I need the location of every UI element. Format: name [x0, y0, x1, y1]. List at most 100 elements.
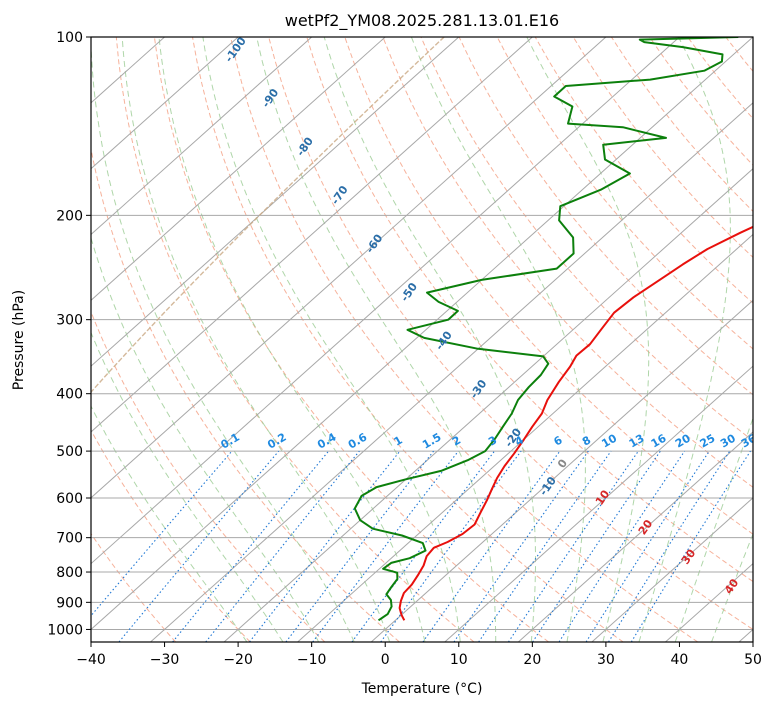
- x-tick-label: −10: [297, 652, 327, 668]
- mixing-ratio-line: [91, 450, 233, 617]
- dry-adiabat: [534, 37, 753, 304]
- mixing-ratio-line: [422, 450, 561, 642]
- mixing-ratio-line: [312, 450, 459, 642]
- mixing-ratio-line: [172, 450, 330, 642]
- y-axis-label: Pressure (hPa): [11, 290, 27, 390]
- dry-adiabat: [572, 37, 753, 259]
- dry-adiabat: [115, 37, 475, 642]
- isotherm: [91, 37, 239, 170]
- dry-adiabat: [687, 37, 753, 120]
- dry-adiabat-label: -80: [294, 135, 316, 159]
- dry-adiabat: [420, 37, 753, 442]
- isotherm: [738, 628, 753, 642]
- mixing-ratio-line: [351, 450, 495, 642]
- mixing-ratio-line: [507, 450, 639, 642]
- background-lines: [91, 37, 753, 642]
- moist-adiabat: [526, 37, 650, 642]
- mixing-ratio-line: [608, 450, 731, 642]
- mixing-ratio-line: [585, 450, 710, 642]
- mixing-ratio-line: [453, 450, 589, 642]
- dry-adiabat-label: -10: [537, 474, 559, 498]
- y-tick-label: 700: [56, 531, 83, 547]
- moist-adiabat: [91, 37, 355, 642]
- y-tick-label: 800: [56, 565, 83, 581]
- isotherm: [91, 37, 680, 565]
- dry-adiabat: [496, 37, 753, 350]
- y-tick-label: 100: [56, 30, 83, 46]
- y-tick-label: 600: [56, 491, 83, 507]
- isotherm: [297, 233, 753, 642]
- y-axis: 100 200 300 400 500 600 700 800 900 1000: [47, 30, 91, 638]
- x-tick-label: −30: [150, 652, 180, 668]
- mixing-ratio-label: 20: [673, 431, 693, 450]
- isotherm: [444, 365, 753, 642]
- plot-frame: [90, 36, 754, 643]
- moist-adiabat: [202, 37, 461, 642]
- mixing-ratio-label: 8: [580, 434, 593, 449]
- moist-adiabat: [711, 532, 753, 642]
- dry-adiabat: [268, 37, 753, 631]
- moist-adiabat: [638, 37, 731, 642]
- x-tick-label: 50: [744, 652, 762, 668]
- x-tick-label: 0: [381, 652, 390, 668]
- dry-adiabat: [458, 37, 753, 396]
- mixing-ratio-line: [249, 450, 401, 642]
- dry-adiabat-label: 0: [555, 457, 570, 471]
- x-tick-label: 10: [450, 652, 468, 668]
- dry-adiabat: [306, 37, 753, 583]
- isotherm: [91, 37, 607, 499]
- dry-adiabat: [725, 37, 753, 73]
- isotherm: [91, 37, 533, 433]
- dry-adiabat-label: -50: [398, 280, 420, 304]
- isotherm: [370, 299, 753, 642]
- moist-adiabat: [91, 405, 248, 642]
- dry-adiabat: [91, 146, 400, 642]
- mixing-ratio-label: 0.1: [218, 431, 241, 452]
- mixing-ratio-label: 0.4: [315, 430, 339, 451]
- mixing-ratio-line: [380, 450, 522, 642]
- y-tick-label: 1000: [47, 622, 83, 638]
- x-axis-label: Temperature (°C): [361, 681, 483, 697]
- x-tick-label: −20: [223, 652, 253, 668]
- moist-adiabat: [256, 37, 497, 642]
- mixing-ratio-line: [478, 450, 612, 642]
- moist-adiabat: [323, 37, 536, 642]
- dry-adiabat-label: -70: [329, 183, 351, 207]
- y-tick-label: 900: [56, 595, 83, 611]
- mixing-ratio-label: 10: [599, 431, 619, 450]
- x-tick-label: −40: [76, 652, 106, 668]
- isotherm: [517, 431, 753, 642]
- y-tick-label: 300: [56, 313, 83, 329]
- dry-adiabat-label: -60: [363, 232, 385, 256]
- dry-adiabat-label: -90: [259, 86, 281, 110]
- mixing-ratio-line: [118, 450, 280, 642]
- mixing-ratio-label: 0.2: [265, 431, 288, 452]
- mixing-ratio-line: [558, 450, 686, 642]
- mixing-ratio-label: 16: [649, 431, 669, 450]
- isotherm: [91, 37, 460, 367]
- isotherm: [91, 37, 386, 301]
- data-series: [353, 37, 753, 622]
- moist-adiabat: [674, 416, 753, 642]
- isotherm: [91, 37, 753, 631]
- mixing-ratio-label: 0.6: [346, 430, 370, 451]
- isotherm: [591, 497, 753, 642]
- mixing-ratio-label: 2: [450, 434, 463, 449]
- isotherm: [91, 37, 313, 236]
- mixing-ratio-label: 6: [552, 433, 565, 448]
- line-labels: 0.1 0.2 0.4 0.6 1 1.5 2 3 4 6 8 10 13 16 20 25 30 36-100-…: [218, 37, 759, 597]
- reference-curve: [91, 37, 445, 394]
- mixing-ratio-line: [532, 450, 661, 642]
- moist-adiabat: [158, 37, 426, 642]
- mixing-ratio-label: 36: [739, 431, 759, 450]
- dry-adiabat: [91, 429, 251, 642]
- x-tick-label: 20: [523, 652, 541, 668]
- mixing-ratio-label: 1: [392, 434, 405, 449]
- x-tick-label: 30: [597, 652, 615, 668]
- dry-adiabat: [649, 37, 753, 166]
- dewpoint-profile: [353, 37, 739, 622]
- dry-adiabat: [192, 37, 624, 642]
- dry-adiabat-label: -30: [467, 377, 489, 401]
- x-axis: −40 −30 −20 −10 0 10 20 30 40 50: [76, 642, 762, 668]
